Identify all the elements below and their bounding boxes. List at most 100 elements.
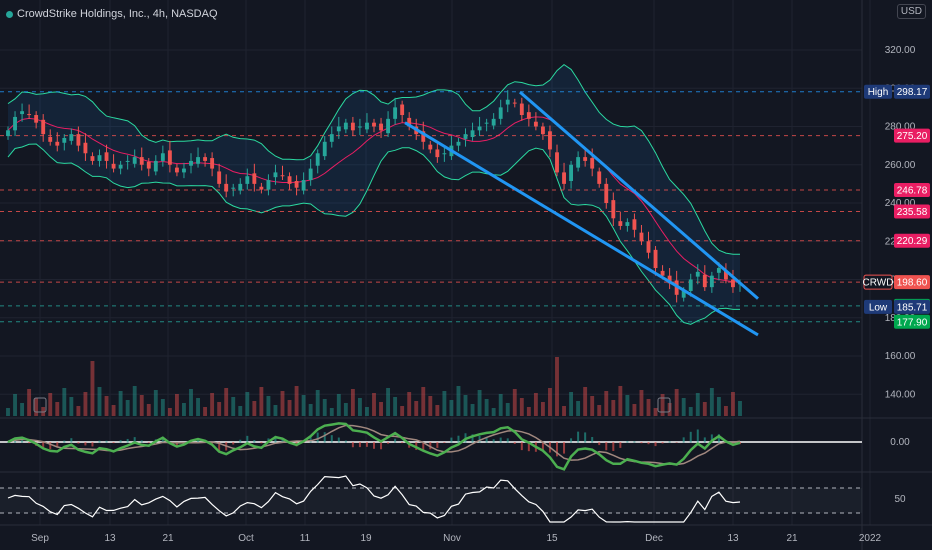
time-axis-tick: 15 — [546, 533, 558, 544]
volume-bar — [125, 400, 130, 416]
candle — [653, 249, 658, 269]
volume-bar — [273, 405, 278, 416]
macd-histogram-bar — [49, 442, 52, 450]
volume-bar — [132, 386, 137, 416]
volume-bar — [322, 399, 327, 416]
candle — [442, 153, 447, 155]
price-tag — [894, 204, 930, 219]
chart-title-text: CrowdStrike Holdings, Inc., 4h, NASDAQ — [17, 8, 218, 20]
macd-histogram-bar — [337, 437, 340, 443]
time-axis-tick: Dec — [645, 533, 663, 544]
volume-bar — [111, 405, 116, 416]
earnings-marker[interactable] — [33, 397, 47, 413]
price-tag-label: High — [868, 87, 889, 98]
macd-histogram-bar — [689, 431, 692, 443]
volume-bar — [153, 390, 158, 416]
volume-bar — [590, 396, 595, 416]
candle — [716, 268, 721, 273]
macd-histogram-bar — [506, 438, 509, 443]
macd-histogram-bar — [513, 442, 516, 444]
price-axis-tick: 260.00 — [885, 160, 916, 171]
candle — [688, 279, 693, 291]
currency-selector[interactable]: USD — [896, 4, 926, 19]
macd-histogram-bar — [471, 434, 474, 443]
volume-bar — [702, 402, 707, 416]
volume-bar — [463, 395, 468, 416]
macd-histogram-bar — [373, 442, 375, 449]
volume-bar — [329, 408, 334, 416]
volume-bar — [6, 408, 10, 416]
macd-histogram-bar — [633, 441, 636, 443]
channel-upper-line[interactable] — [519, 90, 759, 300]
candle — [477, 126, 482, 131]
macd-histogram-bar — [197, 438, 200, 443]
volume-bar — [252, 401, 257, 416]
candle — [153, 160, 158, 172]
macd-histogram-bar — [478, 435, 481, 443]
volume-bar — [160, 399, 165, 416]
macd-histogram-bar — [119, 440, 122, 443]
price-tag-value: 198.60 — [897, 278, 928, 289]
volume-bar — [414, 401, 419, 416]
candle — [407, 117, 412, 127]
macd-histogram-bar — [703, 437, 706, 443]
candle — [491, 118, 496, 126]
candle — [287, 176, 292, 184]
volume-bar — [533, 393, 538, 416]
volume-bar — [400, 406, 405, 416]
candle — [393, 107, 398, 119]
volume-bar — [301, 395, 306, 416]
macd-histogram-bar — [654, 442, 657, 447]
macd-axis-tick: 0.00 — [890, 437, 910, 448]
macd-histogram-bar — [457, 435, 460, 443]
bollinger-mid — [7, 116, 740, 283]
price-tag-label: CRWD — [863, 278, 894, 289]
macd-histogram-bar — [450, 437, 453, 443]
price-axis-tick: 320.00 — [885, 45, 916, 56]
volume-bar — [139, 395, 144, 416]
candle — [386, 118, 391, 134]
channel-lower-line[interactable] — [404, 121, 759, 337]
volume-bar — [76, 406, 81, 416]
candle — [695, 271, 700, 277]
candle — [590, 158, 595, 169]
macd-histogram-bar — [56, 442, 59, 448]
volume-bar — [583, 387, 588, 416]
macd-histogram-bar — [443, 442, 446, 443]
volume-bar — [618, 386, 623, 416]
macd-histogram-bar — [640, 442, 643, 444]
volume-bar — [442, 391, 447, 416]
rsi-band — [0, 488, 862, 513]
candle — [583, 157, 588, 161]
earnings-marker[interactable] — [657, 397, 671, 413]
volume-bar — [259, 387, 264, 416]
macd-histogram-bar — [682, 437, 685, 443]
price-tag-value: 275.20 — [897, 131, 928, 142]
volume-bar — [224, 388, 229, 416]
candle — [576, 157, 581, 168]
candle — [252, 173, 257, 184]
macd-histogram-bar — [668, 441, 671, 443]
macd-signal-line — [7, 424, 741, 466]
candle — [329, 134, 334, 142]
candle — [723, 270, 728, 280]
price-tag-value: 185.71 — [897, 302, 928, 313]
price-tag-label: Low — [869, 302, 888, 313]
time-axis-tick: 2022 — [859, 533, 882, 544]
volume-bar — [498, 394, 503, 416]
volume-bar — [48, 393, 53, 416]
bollinger-upper — [7, 63, 740, 255]
volume-bar — [512, 389, 517, 416]
time-axis-tick: Sep — [31, 533, 49, 544]
candle — [160, 153, 165, 161]
macd-histogram-bar — [147, 442, 150, 443]
candle — [519, 103, 524, 116]
volume-bar — [449, 400, 454, 416]
candle — [456, 141, 461, 146]
volume-bar — [203, 407, 208, 416]
macd-histogram-bar — [274, 435, 277, 443]
macd-histogram-bar — [84, 442, 87, 446]
volume-bar — [27, 389, 32, 416]
volume-bar — [569, 392, 574, 416]
